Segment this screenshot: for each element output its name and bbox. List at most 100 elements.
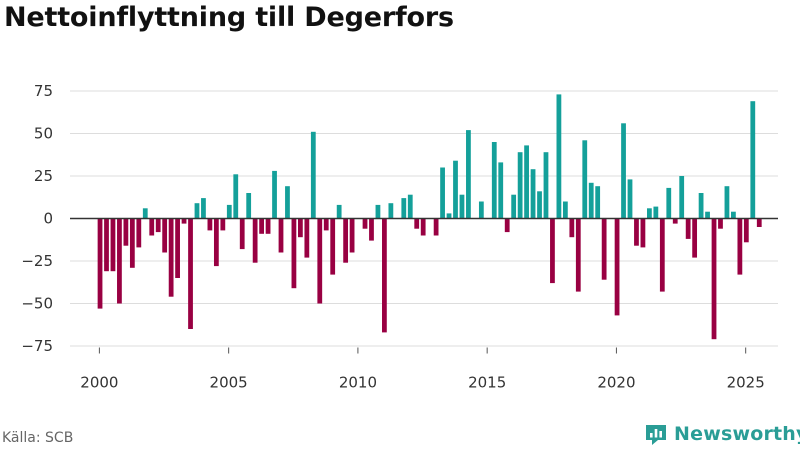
brand-logo[interactable]: Newsworthy: [644, 420, 800, 448]
bar: [323, 218, 329, 231]
bar: [239, 218, 245, 250]
bar: [718, 218, 723, 229]
bar: [743, 218, 749, 243]
bar: [440, 167, 445, 219]
bar: [705, 211, 710, 219]
bar: [640, 218, 646, 248]
bar: [213, 218, 219, 267]
bar: [446, 213, 452, 219]
bar: [362, 218, 368, 229]
bar: [659, 218, 665, 292]
bar: [149, 218, 155, 236]
y-tick-label: 50: [34, 125, 53, 143]
bar: [162, 218, 168, 253]
bar: [117, 218, 122, 304]
x-axis-ticks: 2000 2005 2010 2015 2020 2025: [80, 347, 765, 392]
bar: [369, 218, 374, 241]
bar: [401, 198, 407, 219]
bar: [123, 218, 129, 246]
bar: [556, 94, 562, 219]
bar: [382, 218, 387, 333]
bars: [97, 94, 762, 340]
bar: [375, 204, 381, 219]
bar: [317, 218, 323, 304]
bar: [750, 101, 756, 219]
bar-chart: −75 −50 −25 0 25 50 75 2000 2005 2010 2015 2020 202…: [21, 82, 778, 392]
x-tick-label: 2005: [210, 374, 248, 392]
y-tick-label: 75: [34, 82, 53, 100]
bar: [679, 176, 685, 219]
y-tick-label: −50: [21, 295, 53, 313]
bar: [537, 191, 542, 219]
x-tick-label: 2020: [597, 374, 635, 392]
bar: [756, 218, 762, 227]
gridlines: [70, 90, 778, 347]
bar: [97, 218, 103, 309]
bar: [582, 140, 588, 219]
bar: [634, 218, 639, 246]
bar: [349, 218, 355, 253]
bar: [414, 218, 420, 229]
bar: [731, 211, 736, 219]
bar: [252, 218, 258, 263]
bar: [246, 193, 252, 219]
bar: [388, 203, 394, 219]
bar: [711, 218, 717, 340]
bar: [272, 170, 277, 219]
bar: [420, 218, 426, 236]
bar: [478, 201, 484, 219]
x-tick-label: 2025: [727, 374, 765, 392]
bar: [595, 186, 601, 219]
bar: [226, 204, 232, 219]
bar: [737, 218, 743, 275]
bar: [110, 218, 116, 272]
bar: [543, 152, 549, 219]
bar: [530, 169, 536, 219]
bar: [304, 218, 310, 258]
bar: [621, 123, 626, 219]
bar: [666, 187, 672, 219]
bar: [524, 145, 529, 219]
bar: [201, 198, 206, 219]
bar: [692, 218, 698, 258]
bar: [265, 218, 271, 234]
y-tick-label: −25: [21, 252, 53, 270]
bar: [491, 142, 497, 219]
bar: [233, 174, 239, 219]
bar: [142, 208, 148, 219]
y-tick-label: 25: [34, 167, 53, 185]
brand-name: Newsworthy: [674, 423, 800, 445]
bar-chart-logo-icon: [646, 425, 666, 445]
bar: [330, 218, 336, 275]
bar: [343, 218, 349, 263]
y-tick-label: −75: [21, 337, 53, 355]
bar: [569, 218, 575, 238]
bar: [504, 218, 510, 233]
bar: [575, 218, 581, 292]
bar: [168, 218, 174, 297]
bar: [104, 218, 109, 272]
bar: [310, 131, 316, 219]
bar: [453, 160, 458, 219]
bar: [562, 201, 568, 219]
source-note: Källa: SCB: [2, 430, 74, 446]
bar: [129, 218, 135, 268]
bar: [685, 218, 691, 239]
y-axis-tick-labels: −75 −50 −25 0 25 50 75: [21, 82, 53, 355]
bar: [588, 182, 594, 219]
bar: [207, 218, 213, 231]
bar: [194, 203, 200, 219]
bar: [601, 218, 607, 280]
bar: [298, 218, 303, 238]
bar: [433, 218, 439, 236]
bar: [336, 204, 342, 219]
bar: [614, 218, 620, 316]
chart-title: Nettoinflyttning till Degerfors: [4, 2, 454, 33]
bar: [188, 218, 193, 329]
bar: [517, 152, 523, 219]
bar: [498, 162, 504, 219]
bar: [181, 218, 187, 224]
bar: [647, 208, 652, 219]
bar: [155, 218, 161, 233]
bar: [291, 218, 297, 289]
